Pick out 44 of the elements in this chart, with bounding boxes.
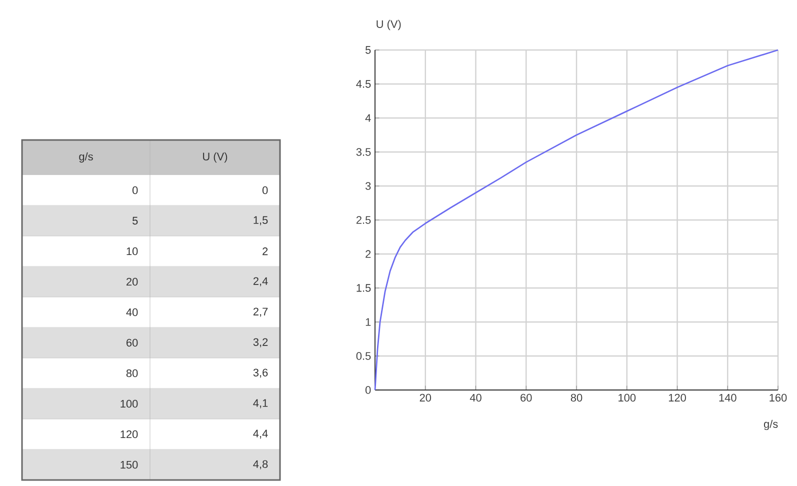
- text: 0: [262, 186, 268, 194]
- y-tick-label: 3: [365, 182, 371, 190]
- category-label: 100: [120, 400, 138, 408]
- y-tick-label: 4.5: [356, 80, 371, 88]
- text: 2: [262, 247, 268, 256]
- y-tick-label: 4: [365, 114, 371, 122]
- text: 1,5: [254, 216, 268, 226]
- category-label: 120: [120, 430, 138, 438]
- category-label: 5: [132, 216, 138, 225]
- y-tick-label: 5: [366, 46, 371, 54]
- y-tick-label: 0: [365, 386, 371, 394]
- category-label: 20: [126, 278, 138, 286]
- x-tick-label: 160: [770, 394, 787, 402]
- category-label: 10: [126, 247, 138, 256]
- y-tick-label: 1.5: [356, 284, 371, 292]
- x-tick-label: 80: [570, 394, 582, 402]
- y-tick-label: 1: [366, 318, 371, 326]
- category-label: 60: [126, 338, 138, 347]
- y-tick-label: 0.5: [356, 352, 371, 360]
- y-axis-title: U (V): [376, 20, 401, 30]
- category-label: 80: [126, 369, 138, 378]
- x-tick-label: 60: [520, 394, 532, 402]
- text: U (V): [203, 152, 228, 163]
- text: 4,4: [253, 430, 268, 439]
- text: 4,1: [253, 399, 268, 408]
- text: 3,2: [253, 338, 268, 348]
- x-tick-label: 120: [668, 394, 686, 402]
- y-tick-label: 3.5: [356, 148, 371, 156]
- y-tick-label: 2: [366, 250, 371, 258]
- x-tick-label: 40: [470, 394, 482, 402]
- y-tick-label: 2.5: [356, 216, 371, 224]
- x-tick-label: 20: [420, 394, 432, 402]
- text: 4,8: [253, 460, 268, 470]
- category-label: 0: [132, 186, 138, 194]
- x-tick-label: 140: [719, 394, 736, 402]
- line-series: [374, 49, 779, 391]
- text: 3,6: [253, 368, 268, 378]
- text: 2,4: [253, 277, 268, 286]
- text: 2,7: [253, 308, 268, 317]
- x-axis-title: g/s: [764, 420, 778, 430]
- category-label: 40: [126, 308, 138, 316]
- category-label: 150: [120, 460, 138, 469]
- text: g/s: [79, 152, 93, 163]
- x-tick-label: 100: [618, 394, 636, 402]
